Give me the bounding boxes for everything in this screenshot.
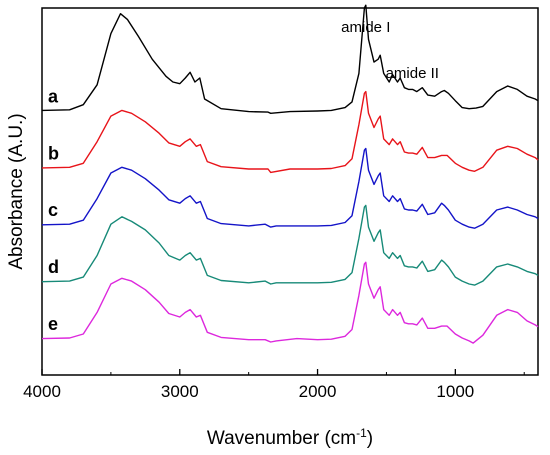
annotation-amide-ii: amide II: [386, 65, 439, 82]
series-label-b: b: [48, 143, 59, 163]
x-axis-label: Wavenumber (cm-1): [207, 426, 373, 449]
annotation-amide-i: amide I: [341, 19, 390, 36]
series-line-a: [41, 4, 539, 114]
series-label-e: e: [48, 314, 58, 334]
plot-frame: [41, 7, 539, 376]
x-tick-label: 2000: [299, 382, 337, 401]
series-line-b: [41, 90, 539, 174]
series-label-d: d: [48, 257, 59, 277]
series-line-d: [41, 204, 539, 286]
x-ticks: 4000 3000 2000 1000: [23, 369, 525, 401]
series-label-a: a: [48, 86, 59, 106]
x-tick-label: 4000: [23, 382, 61, 401]
y-axis-label: Absorbance (A.U.): [6, 113, 27, 269]
series-layer: [41, 4, 539, 344]
x-tick-label: 3000: [161, 382, 199, 401]
x-tick-label: 1000: [436, 382, 474, 401]
series-line-e: [41, 261, 539, 344]
series-line-c: [41, 147, 539, 229]
annotations: amide I amide II: [341, 19, 439, 82]
series-letters: a b c d e: [48, 86, 59, 334]
series-label-c: c: [48, 200, 58, 220]
